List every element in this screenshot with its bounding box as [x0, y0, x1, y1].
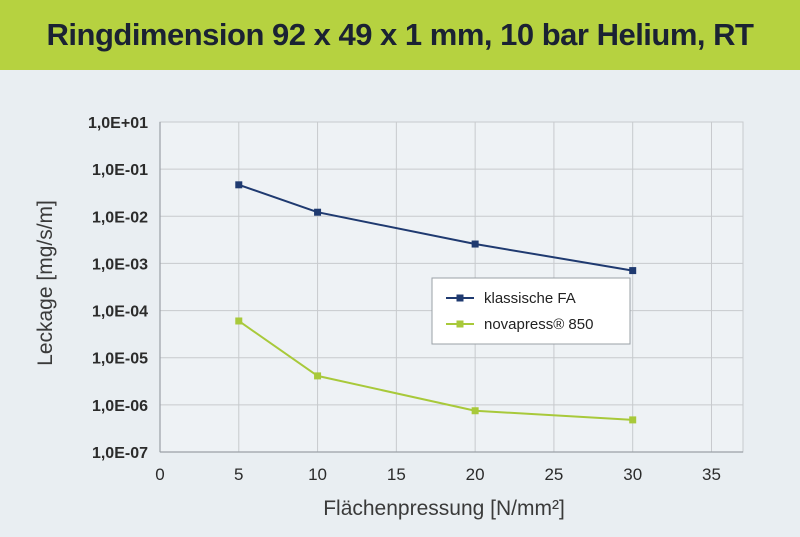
data-point [314, 372, 322, 380]
series-layer [235, 181, 637, 424]
y-tick-label: 1,0E-03 [92, 256, 148, 273]
y-tick-label: 1,0E-04 [92, 304, 148, 321]
data-point [471, 240, 479, 248]
y-tick-label: 1,0E-07 [92, 445, 148, 462]
legend-swatch-marker [456, 294, 464, 302]
y-tick-label: 1,0E-01 [92, 162, 148, 179]
x-tick-label: 5 [234, 465, 243, 484]
data-point [629, 416, 637, 424]
y-tick-label: 1,0E-06 [92, 398, 148, 415]
grid-lines [159, 121, 744, 453]
chart-panel: 0 5 10 15 20 25 30 35 1,0E+01 1,0E-01 1,0E-02 1,0E… [0, 70, 800, 537]
data-point [235, 317, 243, 325]
legend-item: klassische FA [446, 290, 576, 307]
data-point [471, 407, 479, 415]
data-point [629, 267, 637, 275]
data-point [235, 181, 243, 189]
x-axis-label: Flächenpressung [N/mm²] [323, 497, 565, 520]
title-bar: Ringdimension 92 x 49 x 1 mm, 10 bar Hel… [0, 0, 800, 70]
legend-box [431, 277, 631, 345]
x-tick-label: 35 [702, 465, 721, 484]
legend-label: klassische FA [484, 290, 576, 307]
legend-swatch-marker [456, 320, 464, 328]
legend-label: novapress® 850 [484, 316, 593, 333]
x-tick-label: 10 [308, 465, 327, 484]
data-point [314, 208, 322, 216]
legend: klassische FA novapress® 850 [431, 277, 631, 345]
x-tick-label: 15 [387, 465, 406, 484]
y-axis-label: Leckage [mg/s/m] [34, 200, 57, 366]
chart-title: Ringdimension 92 x 49 x 1 mm, 10 bar Hel… [46, 17, 754, 52]
y-tick-label: 1,0E-02 [92, 209, 148, 226]
x-tick-labels: 0 5 10 15 20 25 30 35 [155, 465, 721, 484]
x-tick-label: 30 [623, 465, 642, 484]
y-tick-label: 1,0E-05 [92, 351, 148, 368]
line-chart: 0 5 10 15 20 25 30 35 1,0E+011,0E-011,0E-021,0E… [34, 115, 744, 520]
x-tick-label: 20 [466, 465, 485, 484]
x-tick-label: 0 [155, 465, 164, 484]
y-tick-label: 1,0E+01 [88, 115, 148, 132]
series-line [238, 320, 633, 421]
x-tick-label: 25 [544, 465, 563, 484]
y-tick-labels: 1,0E+01 1,0E-01 1,0E-02 1,0E-03 1,0E-04 1,0E-… [88, 115, 148, 462]
legend-item: novapress® 850 [446, 316, 593, 333]
series-line [238, 183, 633, 272]
series-1 [235, 181, 637, 275]
series-2 [235, 317, 637, 424]
